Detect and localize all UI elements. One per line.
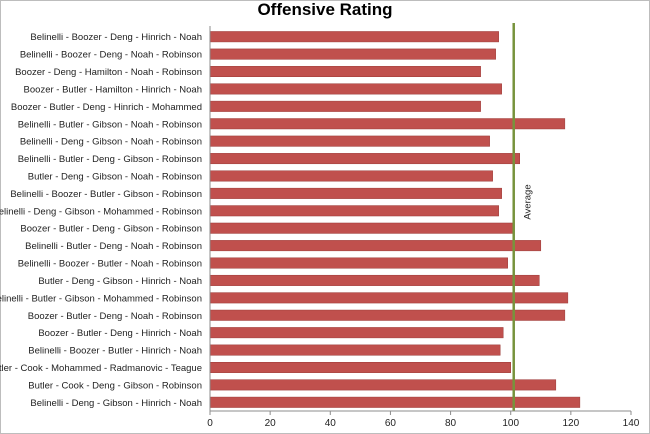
average-line-label: Average [523, 184, 534, 219]
category-label: Belinelli - Butler - Deng - Noah - Robin… [25, 241, 202, 252]
category-label: Belinelli - Deng - Gibson - Mohammed - R… [0, 206, 202, 217]
x-tick-label: 20 [265, 418, 277, 429]
x-tick-label: 120 [563, 418, 580, 429]
bar [209, 31, 499, 43]
category-label: Boozer - Deng - Hamilton - Noah - Robins… [15, 67, 202, 78]
category-label: Butler - Deng - Gibson - Noah - Robinson [28, 171, 202, 182]
category-label: Boozer - Butler - Deng - Hinrich - Moham… [11, 102, 202, 113]
bar [209, 309, 566, 321]
category-label: Belinelli - Boozer - Deng - Noah - Robin… [20, 50, 202, 61]
category-label: Butler - Cook - Mohammed - Radmanovic - … [0, 363, 202, 374]
category-label: Boozer - Butler - Deng - Noah - Robinson [28, 311, 202, 322]
bar [209, 83, 502, 95]
bar [209, 379, 557, 391]
category-label: Belinelli - Deng - Gibson - Hinrich - No… [30, 398, 202, 409]
bar [209, 257, 508, 269]
x-tick-label: 100 [502, 418, 519, 429]
category-label: Butler - Cook - Deng - Gibson - Robinson [28, 380, 202, 391]
bar [209, 66, 481, 78]
average-line-layer: Average [512, 23, 534, 411]
category-label: Belinelli - Butler - Gibson - Noah - Rob… [18, 119, 202, 130]
category-label: Boozer - Butler - Hamilton - Hinrich - N… [24, 84, 202, 95]
x-tick-label: 40 [325, 418, 337, 429]
category-label: Butler - Deng - Gibson - Hinrich - Noah [38, 276, 202, 287]
x-tick-label: 140 [623, 418, 640, 429]
bar [209, 222, 514, 234]
x-tick-label: 0 [207, 418, 213, 429]
bar [209, 187, 502, 199]
bar [209, 327, 504, 339]
bar [209, 118, 566, 130]
category-label: Boozer - Butler - Deng - Hinrich - Noah [38, 328, 202, 339]
bar [209, 100, 481, 112]
category-label: Belinelli - Boozer - Deng - Hinrich - No… [30, 32, 202, 43]
bar [209, 344, 501, 356]
axes-layer [209, 26, 632, 415]
x-tick-labels-layer: 0 20 40 60 80 100 120 140 [207, 418, 640, 429]
category-label: Belinelli - Boozer - Butler - Hinrich - … [28, 346, 202, 357]
bar [209, 48, 496, 60]
category-label: Belinelli - Deng - Gibson - Noah - Robin… [20, 137, 202, 148]
bar [209, 135, 490, 147]
bar [209, 205, 499, 217]
bars-layer [209, 31, 581, 408]
category-label: Belinelli - Butler - Deng - Gibson - Rob… [18, 154, 202, 165]
x-tick-label: 80 [445, 418, 457, 429]
category-label: Belinelli - Boozer - Butler - Noah - Rob… [18, 259, 202, 270]
bar [209, 396, 581, 408]
bar [209, 362, 511, 373]
bar [209, 153, 520, 165]
bar [209, 240, 542, 252]
category-label: Belinelli - Boozer - Butler - Gibson - R… [10, 189, 202, 200]
category-labels-layer: Belinelli - Boozer - Deng - Hinrich - No… [0, 32, 202, 409]
bar [209, 274, 540, 286]
category-label: Belinelli - Butler - Gibson - Mohammed -… [0, 293, 202, 304]
category-label: Boozer - Butler - Deng - Gibson - Robins… [20, 224, 202, 235]
chart-title: Offensive Rating [257, 0, 393, 19]
bar [209, 170, 493, 182]
x-tick-label: 60 [385, 418, 397, 429]
